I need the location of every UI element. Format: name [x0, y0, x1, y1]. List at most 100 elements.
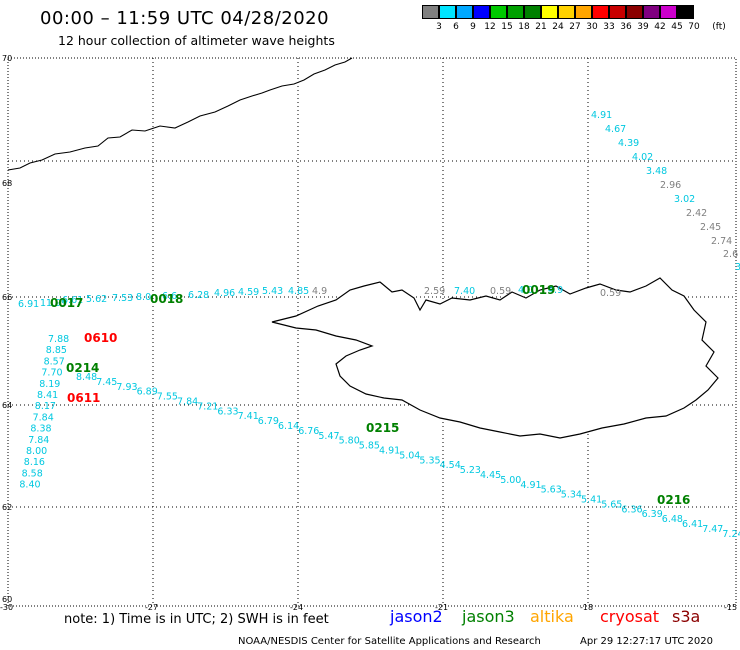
left-col-value: 7.84: [28, 435, 49, 446]
legend-swatch-13: [643, 5, 660, 19]
mid-track-value: 5.04: [399, 450, 420, 461]
units-note: note: 1) Time is in UTC; 2) SWH is in fe…: [64, 612, 329, 627]
mid-track-value: 7.93: [116, 382, 137, 393]
legend-swatch-8: [558, 5, 575, 19]
top-track-value: 4.9: [312, 286, 327, 297]
legend-label-5: 18: [518, 22, 530, 32]
top-track-value: 8.0: [136, 292, 151, 303]
x-label-15: -15: [724, 603, 737, 612]
axis-labels: 70 68 66 64 62 60 -30 -27 -24 -21 -18 -1…: [0, 54, 737, 612]
top-track-value: 0.59: [600, 288, 621, 299]
mid-track-value: 5.80: [339, 436, 360, 447]
ne-track-value: 2.45: [700, 222, 721, 233]
ne-track-value: 3.02: [674, 194, 695, 205]
credit-text: NOAA/NESDIS Center for Satellite Applica…: [238, 636, 541, 647]
pass-label-0611: 0611: [67, 391, 100, 405]
legend-label-7: 24: [552, 22, 564, 32]
ne-track-value: 4.67: [605, 124, 626, 135]
mid-track-value: 4.91: [520, 480, 541, 491]
legend-swatch-1: [439, 5, 456, 19]
legend-swatch-10: [592, 5, 609, 19]
top-track-value: 5.43: [262, 286, 283, 297]
mid-track-value: 4.54: [440, 460, 461, 471]
left-col-value: 8.40: [19, 480, 40, 491]
legend-label-6: 21: [535, 22, 547, 32]
mid-track-value: 6.79: [258, 416, 279, 427]
legend-label-14: 45: [671, 22, 683, 32]
sat-altika: altika: [530, 607, 574, 626]
legend-swatch-3: [473, 5, 490, 19]
top-track-value: 4.85: [288, 286, 309, 297]
ne-track-value: 4.39: [618, 138, 639, 149]
pass-label-0019: 0019: [522, 283, 555, 297]
left-col-value: 8.85: [46, 345, 67, 356]
legend-swatch-6: [524, 5, 541, 19]
mid-track-value: 6.39: [642, 509, 663, 520]
top-track-value: 7.40: [454, 286, 475, 297]
mid-track-value: 7.24: [722, 529, 740, 540]
timestamp-text: Apr 29 12:27:17 UTC 2020: [580, 636, 713, 647]
top-track-value: 4.9: [548, 285, 563, 296]
mid-track-value: 6.89: [137, 387, 158, 398]
top-track-value: 4.96: [214, 288, 235, 299]
top-track-value: 6.28: [188, 290, 209, 301]
y-label-68: 68: [2, 179, 12, 188]
mid-track-value: 6.41: [682, 519, 703, 530]
legend-label-10: 33: [603, 22, 615, 32]
ne-track-value: 2.6: [723, 249, 738, 260]
left-col-value: 8.38: [30, 424, 51, 435]
mid-track-value: 5.23: [460, 465, 481, 476]
top-track-value: 5.62: [86, 294, 107, 305]
legend-swatch-9: [575, 5, 592, 19]
x-label-30: -30: [0, 603, 13, 612]
color-legend-labels: 3 6 9 12 15 18 21 24 27 30 33 36 39 42 45 70 (ft): [422, 22, 740, 34]
x-label-21: -21: [435, 603, 448, 612]
left-col-value: 8.41: [37, 390, 58, 401]
mid-track-value: 7.84: [177, 397, 198, 408]
map-frame: [7, 57, 737, 607]
top-track-value: 11.99: [40, 298, 67, 309]
legend-swatch-2: [456, 5, 473, 19]
pass-label-0214: 0214: [66, 361, 99, 375]
legend-label-15: 70: [688, 22, 700, 32]
legend-label-2: 9: [470, 22, 476, 32]
legend-label-12: 39: [637, 22, 649, 32]
pass-label-0215: 0215: [366, 421, 399, 435]
left-col-value: 8.57: [44, 356, 65, 367]
y-label-64: 64: [2, 401, 12, 410]
mid-track-value: 5.63: [541, 485, 562, 496]
ne-track-value: 2.74: [711, 236, 732, 247]
top-track-value: 6.6: [162, 291, 177, 302]
sat-jason3: jason3: [462, 607, 515, 626]
mid-track-value: 6.36: [621, 504, 642, 515]
pass-label-0610: 0610: [84, 331, 117, 345]
legend-swatch-4: [490, 5, 507, 19]
sat-s3a: s3a: [672, 607, 701, 626]
y-label-60: 60: [2, 595, 12, 604]
mid-track-value: 7.55: [157, 392, 178, 403]
ne-track-value: 2.42: [686, 208, 707, 219]
left-col-value: 7.84: [33, 412, 54, 423]
y-label-70: 70: [2, 54, 12, 63]
left-col-value: 8.19: [39, 379, 60, 390]
page-subtitle: 12 hour collection of altimeter wave hei…: [58, 33, 335, 48]
mid-track-value: 7.45: [96, 377, 117, 388]
legend-label-8: 27: [569, 22, 581, 32]
left-col-value: 8.16: [24, 457, 45, 468]
mid-track-value: 4.91: [379, 446, 400, 457]
legend-label-13: 42: [654, 22, 666, 32]
mid-track-value: 5.00: [500, 475, 521, 486]
mid-track-value: 6.14: [278, 421, 299, 432]
y-label-62: 62: [2, 503, 12, 512]
top-track-value: 6.61: [62, 295, 83, 306]
page-title: 00:00 – 11:59 UTC 04/28/2020: [40, 8, 330, 29]
legend-swatch-0: [422, 5, 439, 19]
left-col-value: 8.00: [26, 446, 47, 457]
legend-swatch-14: [660, 5, 677, 19]
mid-track-value: 7.47: [702, 524, 723, 535]
ne-track-value: 4.02: [632, 152, 653, 163]
legend-label-4: 15: [501, 22, 513, 32]
sat-cryosat: cryosat: [600, 607, 660, 626]
color-legend: [422, 5, 694, 19]
